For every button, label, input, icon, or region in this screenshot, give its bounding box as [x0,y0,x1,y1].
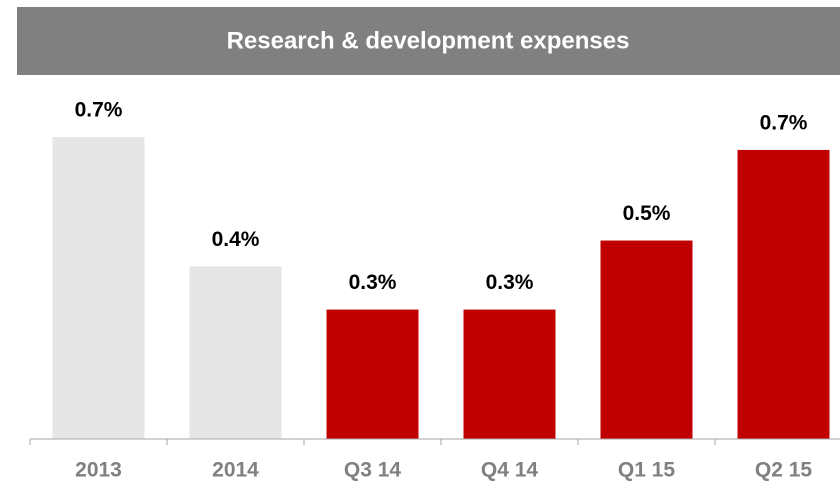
bar [52,137,145,439]
x-tick-label: 2014 [212,459,259,482]
value-label: 0.3% [486,271,534,294]
bar [463,309,556,439]
bar [600,240,693,439]
x-tick-label: Q2 15 [755,459,813,482]
value-label: 0.4% [212,228,260,251]
bar [326,309,419,439]
title-banner [17,7,840,75]
value-label: 0.7% [760,111,808,134]
chart-title: Research & development expenses [227,27,630,54]
value-label: 0.3% [349,271,397,294]
x-tick-label: Q4 14 [481,459,539,482]
x-tick-label: Q1 15 [618,459,676,482]
bar [737,149,830,439]
x-tick-label: Q3 14 [344,459,402,482]
value-label: 0.7% [75,99,123,122]
value-label: 0.5% [623,202,671,225]
bar [189,266,282,439]
x-tick-label: 2013 [75,459,122,482]
